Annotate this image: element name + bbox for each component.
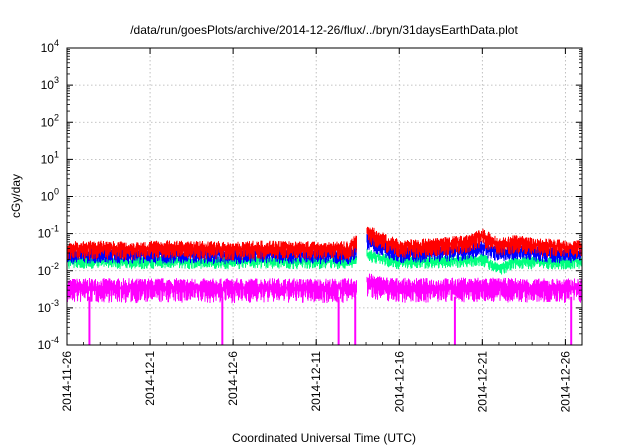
series-line xyxy=(67,273,582,304)
y-tick-label-exponent: -1 xyxy=(51,224,59,234)
y-tick-label: 10-1 xyxy=(38,224,59,241)
y-tick-label: 102 xyxy=(41,112,59,129)
y-tick-label-base: 10 xyxy=(38,338,52,352)
chart-title: /data/run/goesPlots/archive/2014-12-26/f… xyxy=(130,23,518,37)
y-tick-label-exponent: 4 xyxy=(54,38,59,48)
x-tick-label: 2014-11-26 xyxy=(60,351,74,412)
x-tick-label: 2014-12-16 xyxy=(392,351,406,413)
x-axis-label: Coordinated Universal Time (UTC) xyxy=(232,431,416,445)
y-tick-label-exponent: -3 xyxy=(51,298,59,308)
y-tick-label: 100 xyxy=(41,187,59,204)
y-tick-label-exponent: 3 xyxy=(54,75,59,85)
y-tick-label-base: 10 xyxy=(38,301,52,315)
y-tick-label: 10-4 xyxy=(38,335,59,352)
x-tick-label: 2014-12-11 xyxy=(309,351,323,412)
x-tick-label: 2014-12-21 xyxy=(475,351,489,413)
y-tick-label-exponent: -4 xyxy=(51,335,59,345)
y-tick-label-base: 10 xyxy=(38,227,52,241)
y-tick-label-exponent: 2 xyxy=(54,112,59,122)
y-axis-label: cGy/day xyxy=(9,174,23,218)
y-tick-label: 101 xyxy=(41,149,59,166)
y-tick-label: 104 xyxy=(41,38,59,55)
y-tick-label-exponent: 1 xyxy=(54,149,59,159)
x-tick-labels: 2014-11-26 2014-12-1 2014-12-6 2014-12-11 20… xyxy=(60,351,572,413)
y-tick-label: 103 xyxy=(41,75,59,92)
y-tick-label: 10-2 xyxy=(38,261,59,278)
series-layer xyxy=(67,226,582,345)
y-tick-label-base: 10 xyxy=(41,78,55,92)
y-tick-label-exponent: -2 xyxy=(51,261,59,271)
tick-marks xyxy=(66,47,583,346)
y-tick-label-exponent: 0 xyxy=(54,187,59,197)
x-tick-label: 2014-12-26 xyxy=(558,351,572,413)
y-tick-label-base: 10 xyxy=(41,152,55,166)
x-tick-label: 2014-12-6 xyxy=(226,351,240,406)
y-tick-label-base: 10 xyxy=(41,190,55,204)
series-line xyxy=(67,226,582,261)
y-tick-label-base: 10 xyxy=(38,264,52,278)
y-tick-label: 10-3 xyxy=(38,298,59,315)
y-tick-label-base: 10 xyxy=(41,41,55,55)
y-tick-label-base: 10 xyxy=(41,115,55,129)
x-tick-label: 2014-12-1 xyxy=(143,351,157,406)
